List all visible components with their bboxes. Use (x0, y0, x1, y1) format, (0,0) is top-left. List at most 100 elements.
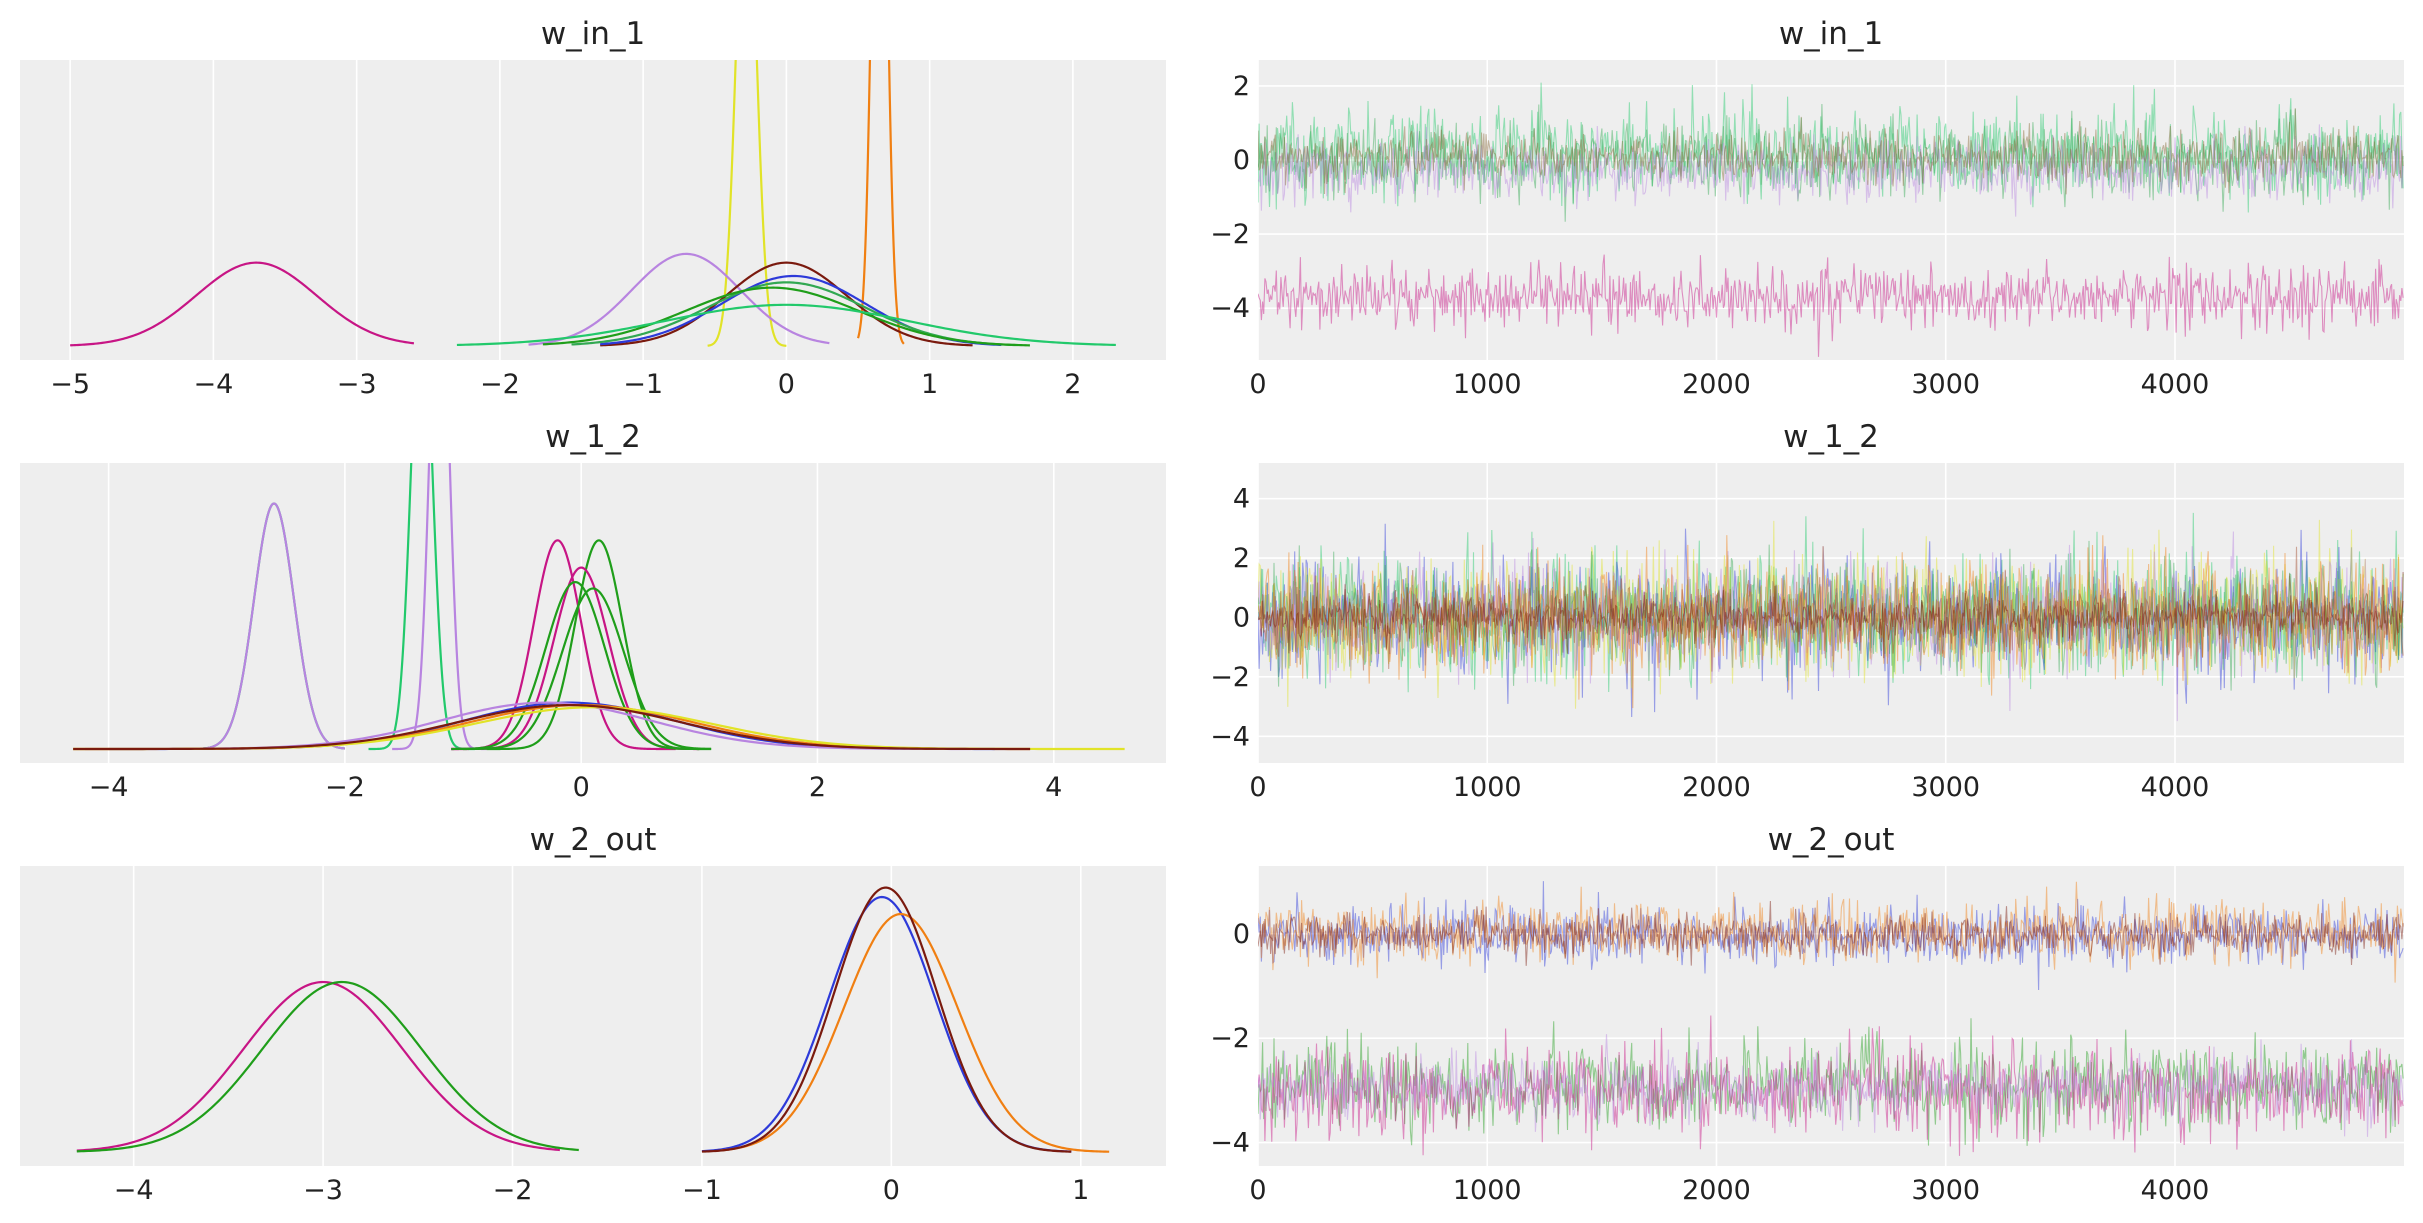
kde-series-0 (70, 261, 415, 347)
x-tick-label: −3 (303, 1175, 343, 1206)
series-group (1258, 82, 2404, 357)
kde-series-8 (456, 303, 1116, 347)
panel-title: w_2_out (1768, 822, 1895, 858)
trace-series-1 (1258, 103, 2404, 222)
y-tick-label: 2 (1233, 543, 1250, 574)
trace-series-3 (1258, 108, 2404, 195)
kde-series-3 (720, 912, 1110, 1153)
x-tick-label: −1 (682, 1175, 722, 1206)
series-group (1258, 881, 2404, 1156)
x-tick-label: 1 (921, 369, 938, 400)
x-tick-label: −4 (193, 369, 233, 400)
panel-3-trace: w_1_2 0 1000 2000 3000 4000 −4 −2 0 2 4 (1210, 419, 2404, 803)
x-tick-label: 0 (778, 369, 795, 400)
x-tick-label: 2 (809, 772, 826, 803)
x-tick-label: −2 (325, 772, 365, 803)
y-tick-label: −2 (1210, 1023, 1250, 1054)
y-tick-label: −4 (1210, 721, 1250, 752)
trace-series-4 (1258, 254, 2404, 357)
x-tick-label: 4000 (2141, 772, 2210, 803)
series-group (73, 463, 1125, 751)
series-group (1258, 512, 2404, 722)
x-tick-label: 2000 (1682, 772, 1751, 803)
trace-series-2 (1258, 900, 2404, 966)
trace-series-2 (1258, 519, 2404, 709)
y-tick-label: −2 (1210, 662, 1250, 693)
y-tick-label: 0 (1233, 145, 1250, 176)
trace-series-3 (1258, 540, 2404, 691)
trace-series-5 (1258, 535, 2404, 709)
kde-series-8 (463, 587, 712, 751)
x-tick-label: 4000 (2141, 369, 2210, 400)
trace-series-0 (1258, 881, 2404, 991)
kde-series-1 (856, 60, 905, 345)
y-tick-label: 0 (1233, 919, 1250, 950)
x-tick-label: 2 (1064, 369, 1081, 400)
panel-1-trace: w_in_1 0 1000 2000 3000 4000 −4 −2 0 2 (1210, 16, 2404, 400)
x-tick-label: 1000 (1453, 1175, 1522, 1206)
trace-series-1 (1258, 881, 2404, 983)
plot-area (20, 60, 1166, 360)
panel-2-kde: w_1_2 −4 −2 0 2 4 (20, 419, 1166, 803)
kde-series-3 (392, 463, 487, 751)
plot-area (20, 866, 1166, 1166)
plot-area (20, 463, 1166, 763)
trace-series-7 (1258, 585, 2404, 659)
trace-series-2 (1258, 124, 2404, 217)
panel-4-kde: w_2_out −4 −3 −2 −1 0 1 (20, 822, 1166, 1206)
trace-series-6 (1258, 546, 2404, 672)
x-tick-label: −2 (493, 1175, 533, 1206)
x-tick-label: 2000 (1682, 1175, 1751, 1206)
trace-series-0 (1258, 512, 2404, 693)
y-tick-label: 0 (1233, 602, 1250, 633)
panel-title: w_in_1 (541, 16, 645, 52)
panel-5-trace: w_2_out 0 1000 2000 3000 4000 −4 −2 0 (1210, 822, 2404, 1206)
x-tick-label: 4 (1045, 772, 1062, 803)
trace-series-3 (1258, 1018, 2404, 1146)
kde-series-13 (73, 703, 1031, 751)
y-tick-label: 4 (1233, 484, 1250, 515)
panel-0-kde: w_in_1 −5 −4 −3 −2 −1 0 1 2 (20, 16, 1166, 400)
plot-area (1258, 463, 2404, 763)
kde-series-4 (701, 886, 1072, 1153)
x-tick-label: 1000 (1453, 772, 1522, 803)
trace-series-1 (1258, 523, 2404, 718)
trace-series-5 (1258, 1034, 2404, 1137)
series-group (70, 60, 1116, 347)
trace-series-4 (1258, 531, 2404, 722)
panel-title: w_in_1 (1779, 16, 1883, 52)
x-tick-label: −3 (337, 369, 377, 400)
x-tick-label: −2 (480, 369, 520, 400)
kde-series-4 (600, 261, 973, 347)
y-tick-label: −4 (1210, 1128, 1250, 1159)
kde-series-1 (203, 502, 346, 750)
x-tick-label: 1 (1072, 1175, 1089, 1206)
x-tick-label: −1 (623, 369, 663, 400)
plot-area (1258, 60, 2404, 360)
x-tick-label: 0 (573, 772, 590, 803)
y-tick-label: −4 (1210, 293, 1250, 324)
x-tick-label: 0 (1249, 1175, 1266, 1206)
y-tick-label: −2 (1210, 219, 1250, 250)
x-tick-label: −5 (50, 369, 90, 400)
kde-series-0 (76, 980, 560, 1152)
panel-title: w_1_2 (1783, 419, 1879, 455)
kde-series-7 (542, 286, 1030, 347)
kde-series-2 (368, 463, 475, 751)
panel-title: w_2_out (530, 822, 657, 858)
kde-series-7 (451, 580, 700, 751)
x-tick-label: 4000 (2141, 1175, 2210, 1206)
x-tick-label: 0 (1249, 772, 1266, 803)
x-tick-label: 0 (1249, 369, 1266, 400)
x-tick-label: −4 (89, 772, 129, 803)
x-tick-label: 3000 (1911, 772, 1980, 803)
kde-series-2 (707, 60, 787, 347)
series-group (76, 886, 1110, 1153)
x-tick-label: 0 (883, 1175, 900, 1206)
kde-series-1 (76, 980, 579, 1153)
x-tick-label: 2000 (1682, 369, 1751, 400)
trace-series-0 (1258, 82, 2404, 213)
x-tick-label: −4 (114, 1175, 154, 1206)
trace-series-4 (1258, 1015, 2404, 1156)
